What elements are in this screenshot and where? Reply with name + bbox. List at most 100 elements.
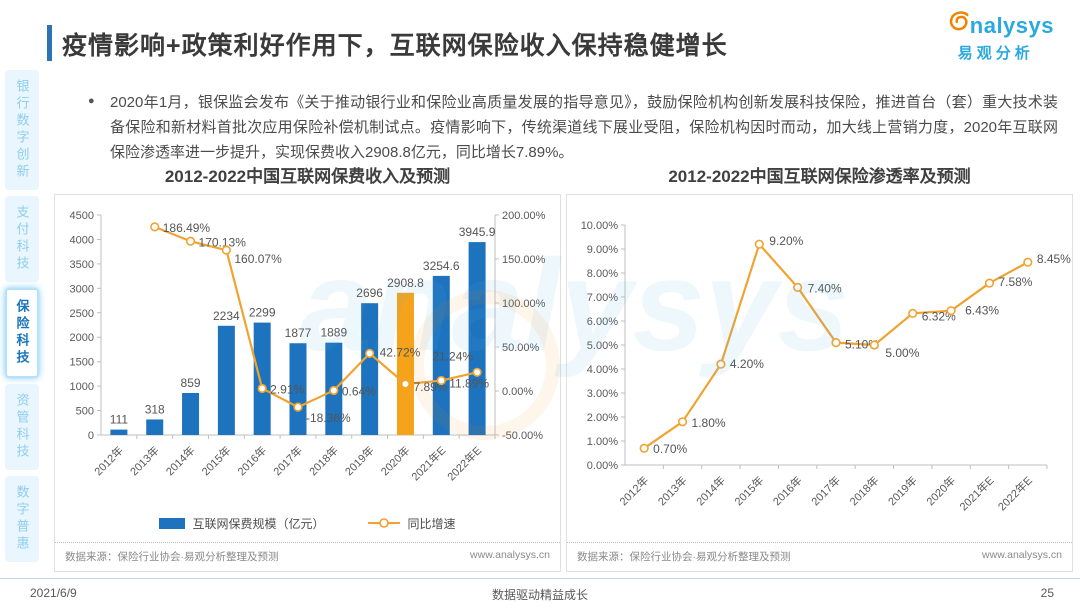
sidebar-item-2[interactable]: 支付科技 (5, 196, 39, 282)
premium-chart-svg: 0 500 1000 1500 2000 2500 3000 3500 4000 4500 -50.… (70, 210, 546, 483)
sidebar: 银行数字创新支付科技保险科技资管科技数字普惠 (5, 70, 39, 562)
x-category-label: 2018年 (306, 443, 341, 478)
y-tick-label: 0.00% (502, 386, 533, 398)
website-label: www.analysys.cn (982, 549, 1062, 561)
line-value-label: 5.10% (845, 338, 879, 352)
line-marker (293, 402, 303, 412)
bar-value-label: 2908.8 (387, 276, 424, 290)
x-category-label: 2018年 (846, 473, 881, 508)
line-value-label: 160.07% (234, 252, 282, 266)
y-tick-label: 2.00% (587, 412, 618, 424)
line-marker (831, 338, 841, 348)
y-tick-label: 10.00% (581, 220, 619, 232)
sidebar-item-4[interactable]: 资管科技 (5, 384, 39, 470)
line-value-label: 170.13% (199, 235, 247, 249)
line-value-label: 0.70% (653, 442, 687, 456)
bar-value-label: 111 (110, 413, 129, 427)
penetration-chart-source-row: 数据来源：保险行业协会·易观分析整理及预测 www.analysys.cn (567, 542, 1072, 571)
y-tick-label: 8.00% (587, 268, 618, 280)
bar-2012年 (110, 429, 128, 435)
y-tick-label: 4.00% (587, 364, 618, 376)
line-marker (754, 239, 764, 249)
summary-text: 2020年1月，银保监会发布《关于推动银行业和保险业高质量发展的指导意见》，鼓励… (110, 94, 1058, 161)
bar-value-label: 318 (145, 402, 165, 416)
line-value-label: 6.43% (965, 304, 999, 318)
bar-2020年 (396, 292, 414, 435)
bar-value-label: 2696 (356, 286, 383, 300)
line-marker (793, 282, 803, 292)
bar-2019年 (361, 303, 379, 435)
summary-block: ● 2020年1月，银保监会发布《关于推动银行业和保险业高质量发展的指导意见》，… (86, 90, 1058, 165)
line-value-label: 42.72% (380, 345, 421, 359)
line-value-label: 186.49% (163, 221, 211, 235)
y-tick-label: 1.00% (587, 436, 618, 448)
y-tick-label: 3500 (70, 259, 94, 271)
y-tick-label: 2500 (70, 308, 94, 320)
y-tick-label: 0 (88, 430, 94, 442)
y-tick-label: 1000 (70, 381, 94, 393)
x-category-label: 2016年 (770, 473, 805, 508)
line-value-label: 7.58% (998, 275, 1032, 289)
page-number: 25 (1040, 586, 1054, 600)
sidebar-item-label: 支付科技 (14, 205, 30, 273)
y-tick-label: 3.00% (587, 388, 618, 400)
bar-2013年 (146, 419, 164, 435)
premium-chart-source-row: 数据来源：保险行业协会·易观分析整理及预测 www.analysys.cn (55, 542, 560, 571)
line-marker (1023, 257, 1033, 267)
x-category-label: 2021年E (408, 443, 448, 483)
x-category-label: 2015年 (198, 443, 233, 478)
bar-value-label: 2299 (249, 306, 276, 320)
source-label: 数据来源：保险行业协会·易观分析整理及预测 (577, 551, 791, 563)
legend-line-series: 同比增速 (367, 515, 456, 532)
page-title: 疫情影响+政策利好作用下，互联网保险收入保持稳健增长 (62, 32, 728, 60)
bar-value-label: 2234 (213, 309, 240, 323)
line-value-label: -18.36% (306, 411, 351, 425)
analysys-logo: nalysys 易观分析 (944, 10, 1054, 63)
x-category-label: 2020年 (378, 443, 413, 478)
footer-date: 2021/6/9 (30, 586, 77, 600)
penetration-chart-svg: 0.00% 1.00% 2.00% 3.00% 4.00% 5.00% 6.00% 7.00%… (581, 220, 1071, 513)
line-value-label: 9.20% (769, 234, 803, 248)
x-category-label: 2017年 (270, 443, 305, 478)
y-tick-label: 0.00% (587, 460, 618, 472)
line-marker (472, 367, 482, 377)
sidebar-item-3[interactable]: 保险科技 (5, 288, 39, 378)
header: 疫情影响+政策利好作用下，互联网保险收入保持稳健增长 nalysys 易观分析 (0, 0, 1080, 68)
x-category-label: 2012年 (616, 473, 651, 508)
premium-chart-legend: 互联网保费规模（亿元） 同比增速 (55, 509, 560, 537)
line-legend-marker-icon (367, 517, 401, 529)
line-value-label: 4.20% (730, 357, 764, 371)
y-tick-label: 4500 (70, 210, 94, 222)
line-marker (436, 375, 446, 386)
x-category-label: 2014年 (693, 473, 728, 508)
bar-2022年E (468, 242, 486, 435)
line-value-label: 0.64% (342, 384, 376, 398)
sidebar-item-5[interactable]: 数字普惠 (5, 476, 39, 562)
y-tick-label: 4000 (70, 234, 94, 246)
premium-income-chart-block: 2012-2022中国互联网保费收入及预测 0 500 1000 1500 2000 25… (54, 164, 561, 572)
bullet-icon: ● (88, 95, 95, 107)
y-tick-label: 7.00% (587, 292, 618, 304)
bar-legend-swatch-icon (159, 517, 186, 529)
line-series (154, 225, 478, 409)
x-category-label: 2013年 (655, 473, 690, 508)
x-category-label: 2016年 (234, 443, 269, 478)
line-marker (365, 348, 375, 359)
y-tick-label: 1500 (70, 357, 94, 369)
line-marker (329, 385, 339, 396)
footer-slogan: 数据驱动精益成长 (491, 588, 588, 602)
sidebar-item-1[interactable]: 银行数字创新 (5, 70, 39, 190)
bar-legend-label: 互联网保费规模（亿元） (192, 516, 325, 531)
y-tick-label: 6.00% (587, 316, 618, 328)
legend-bar-series: 互联网保费规模（亿元） (159, 515, 325, 532)
line-marker (908, 308, 918, 318)
y-tick-label: -50.00% (502, 430, 543, 442)
y-tick-label: 100.00% (502, 298, 546, 310)
line-marker (185, 236, 196, 246)
y-tick-label: 2000 (70, 332, 94, 344)
penetration-chart-block: 2012-2022中国互联网保险渗透率及预测 0.00% 1.00% 2.00% 3.… (566, 164, 1073, 572)
line-marker (257, 383, 267, 394)
sidebar-item-label: 资管科技 (14, 393, 30, 461)
line-marker (869, 340, 879, 350)
sidebar-item-label: 银行数字创新 (14, 79, 30, 181)
